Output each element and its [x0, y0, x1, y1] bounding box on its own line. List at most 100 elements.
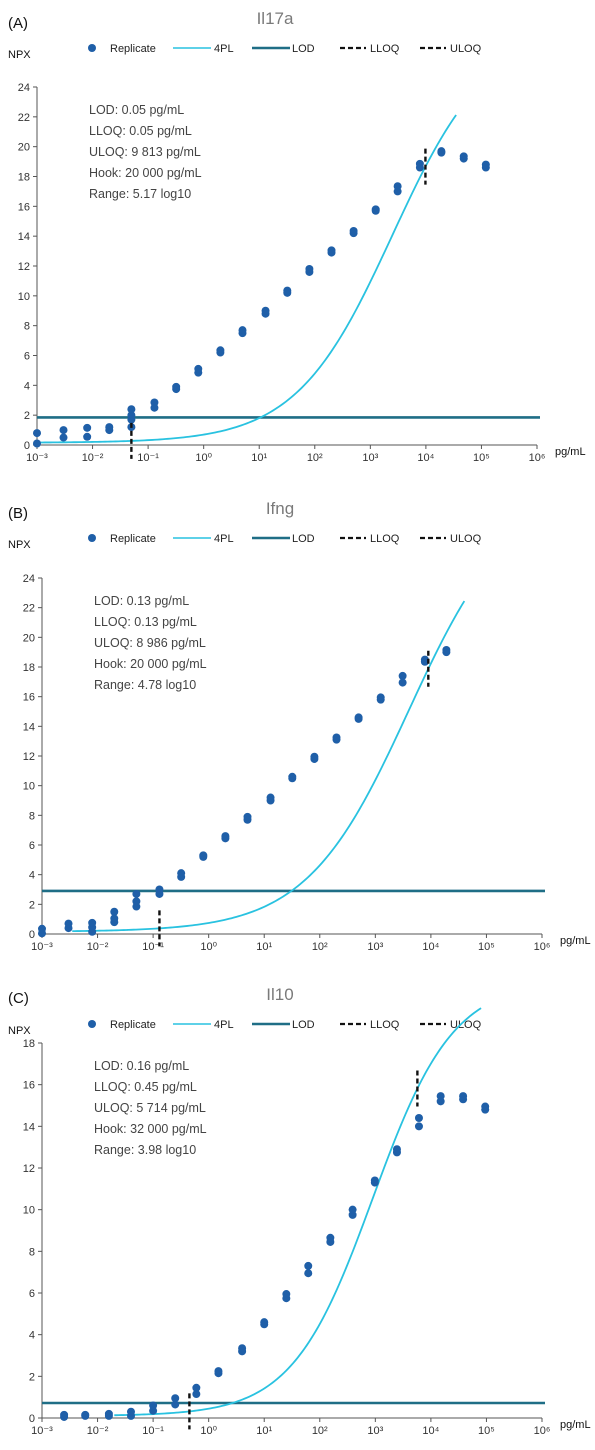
annotation-line: Range: 5.17 log10	[89, 187, 191, 201]
x-tick-label: 10⁶	[534, 1425, 551, 1437]
x-tick-label: 10⁵	[478, 941, 495, 953]
replicate-point	[332, 733, 341, 742]
replicate-point	[60, 1410, 69, 1419]
y-tick-label: 22	[23, 603, 35, 615]
y-tick-label: 0	[24, 440, 30, 452]
legend-uloq-label: ULOQ	[450, 533, 482, 545]
replicate-point	[327, 246, 336, 255]
replicate-point	[221, 832, 230, 841]
replicate-point	[216, 346, 225, 355]
replicate-point	[376, 693, 385, 702]
replicate-point	[33, 429, 41, 438]
y-tick-label: 4	[29, 870, 35, 882]
chart-title: Il17a	[257, 9, 294, 28]
x-tick-label: 10⁴	[417, 452, 434, 464]
replicate-point	[442, 645, 451, 654]
replicate-point	[155, 885, 164, 894]
replicate-point	[414, 1122, 423, 1131]
replicate-point	[132, 897, 141, 906]
annotation-line: ULOQ: 5 714 pg/mL	[94, 1101, 206, 1115]
y-tick-label: 0	[29, 929, 35, 941]
y-tick-label: 20	[18, 142, 30, 154]
replicate-point	[420, 655, 429, 664]
y-axis-label: NPX	[8, 539, 31, 551]
replicate-point	[481, 160, 490, 169]
x-tick-label: 10⁵	[473, 452, 490, 464]
replicate-point	[83, 432, 92, 441]
replicate-point	[127, 411, 136, 420]
annotation-line: LOD: 0.13 pg/mL	[94, 594, 189, 608]
x-tick-label: 10⁻¹	[142, 1425, 164, 1437]
replicate-point	[304, 1269, 313, 1278]
legend-lloq-label: LLOQ	[370, 533, 400, 545]
fit-curve	[36, 114, 457, 444]
replicate-point	[64, 919, 73, 928]
annotation-line: LOD: 0.16 pg/mL	[94, 1059, 189, 1073]
x-tick-label: 10³	[362, 452, 378, 464]
x-tick-label: 10⁶	[529, 452, 546, 464]
replicate-point	[481, 1102, 490, 1111]
annotation-line: Hook: 20 000 pg/mL	[94, 657, 207, 671]
replicate-point	[305, 264, 314, 273]
replicate-points	[38, 645, 451, 938]
replicate-point	[33, 439, 41, 448]
annotation-line: Hook: 20 000 pg/mL	[89, 166, 202, 180]
legend-uloq-label: ULOQ	[450, 43, 482, 55]
y-tick-label: 10	[23, 781, 35, 793]
x-tick-label: 10⁶	[534, 941, 551, 953]
replicate-point	[349, 226, 358, 235]
replicate-point	[371, 205, 380, 214]
replicate-point	[393, 182, 402, 191]
x-axis-label: pg/mL	[555, 446, 586, 458]
replicate-point	[459, 152, 468, 161]
x-tick-label: 10⁻¹	[137, 452, 159, 464]
annotation-line: ULOQ: 8 986 pg/mL	[94, 636, 206, 650]
replicate-point	[104, 1409, 113, 1418]
annotation-block: LOD: 0.16 pg/mL LLOQ: 0.45 pg/mL ULOQ: 5 7…	[94, 1059, 207, 1157]
replicate-point	[392, 1145, 401, 1154]
y-tick-label: 18	[23, 662, 35, 674]
y-tick-label: 14	[23, 1121, 35, 1133]
replicate-point	[266, 793, 275, 802]
y-tick-label: 10	[18, 291, 30, 303]
replicate-point	[149, 1401, 158, 1410]
replicate-point	[459, 1092, 468, 1101]
chart-title: Ifng	[266, 499, 294, 518]
y-tick-label: 8	[24, 321, 30, 333]
y-tick-label: 22	[18, 112, 30, 124]
legend-lod-label: LOD	[292, 1019, 315, 1031]
replicate-point	[370, 1176, 379, 1185]
x-axis-label: pg/mL	[560, 1419, 591, 1431]
x-tick-label: 10⁵	[478, 1425, 495, 1437]
y-tick-label: 8	[29, 810, 35, 822]
y-tick-label: 16	[18, 201, 30, 213]
panel-letter: (B)	[8, 505, 28, 522]
y-tick-label: 12	[23, 1163, 35, 1175]
y-tick-label: 14	[18, 231, 30, 243]
replicate-point	[310, 752, 319, 761]
x-tick-label: 10³	[367, 1425, 383, 1437]
replicate-point	[398, 671, 407, 680]
x-tick-label: 10⁰	[195, 452, 212, 464]
x-tick-label: 10²	[307, 452, 323, 464]
replicate-point	[283, 286, 292, 295]
y-tick-label: 12	[23, 751, 35, 763]
annotation-line: ULOQ: 9 813 pg/mL	[89, 145, 201, 159]
x-tick-label: 10⁰	[200, 1425, 217, 1437]
annotation-line: LOD: 0.05 pg/mL	[89, 103, 184, 117]
legend: Replicate 4PL LOD LLOQ ULOQ	[88, 533, 482, 545]
x-axis-label: pg/mL	[560, 935, 591, 947]
legend-replicate-label: Replicate	[110, 533, 156, 545]
annotation-block: LOD: 0.13 pg/mL LLOQ: 0.13 pg/mL ULOQ: 8 9…	[94, 594, 207, 692]
x-tick-label: 10³	[367, 941, 383, 953]
legend-replicate-marker	[88, 44, 96, 52]
y-tick-label: 10	[23, 1205, 35, 1217]
y-axis-label: NPX	[8, 49, 31, 61]
x-tick-label: 10⁴	[422, 1425, 439, 1437]
replicate-point	[398, 678, 407, 687]
replicate-point	[38, 924, 46, 933]
replicate-point	[127, 1407, 136, 1416]
